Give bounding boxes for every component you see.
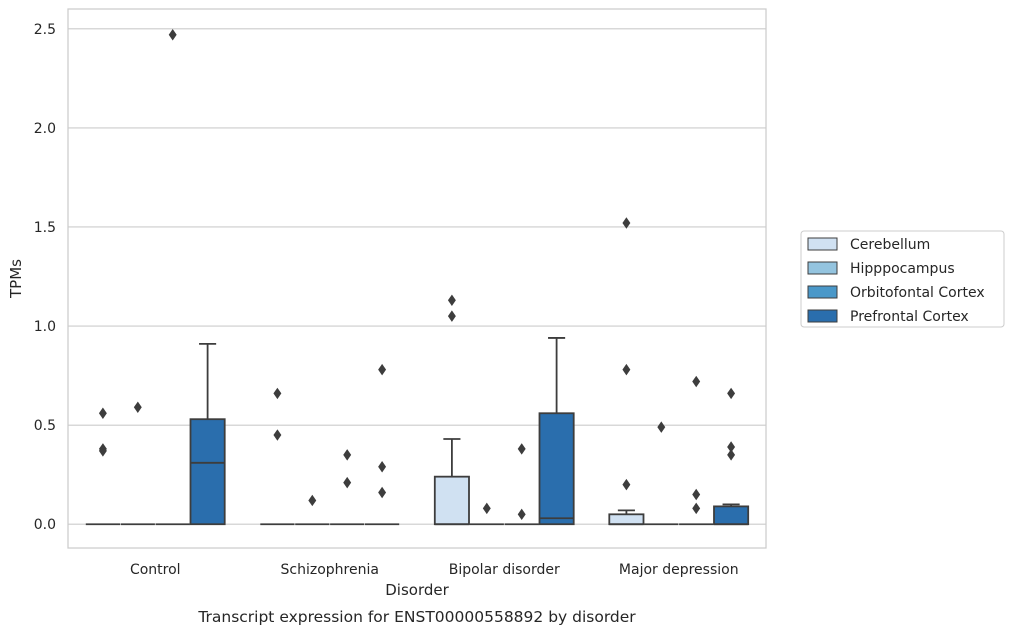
outlier-point — [622, 478, 631, 491]
box-group — [504, 443, 539, 526]
legend-label: Hipppocampus — [850, 261, 955, 277]
legend-frame — [800, 230, 1005, 328]
outlier-point — [133, 401, 142, 414]
outlier-point — [343, 476, 352, 489]
box-group — [364, 363, 400, 526]
outlier-point — [168, 29, 177, 41]
outlier-point — [622, 217, 631, 229]
plot-frame — [67, 8, 767, 549]
outlier-point — [692, 488, 701, 501]
legend-item: Prefrontal Cortex — [807, 309, 969, 325]
outlier-point — [727, 449, 736, 461]
x-tick-label: Control — [130, 562, 181, 578]
x-tick-label: Bipolar disorder — [449, 562, 560, 578]
box-group — [433, 294, 470, 526]
x-tick-label: Major depression — [619, 562, 739, 578]
box-group — [538, 337, 575, 526]
box — [189, 418, 226, 526]
legend-swatch — [807, 285, 838, 299]
box-group — [644, 421, 679, 526]
box-group — [85, 407, 121, 526]
y-tick-label: 1.0 — [34, 319, 56, 335]
outlier-point — [727, 387, 736, 400]
chart-caption: Transcript expression for ENST0000055889… — [197, 608, 636, 626]
outlier-point — [378, 363, 387, 376]
box-group — [330, 449, 365, 526]
legend-label: Prefrontal Cortex — [850, 309, 969, 325]
box-group — [189, 342, 226, 526]
legend-label: Orbitofontal Cortex — [850, 285, 985, 301]
box — [608, 513, 645, 526]
outlier-point — [482, 502, 491, 515]
outlier-point — [98, 407, 107, 419]
outlier-point — [622, 363, 631, 376]
y-tick-label: 2.5 — [34, 22, 56, 38]
x-axis-label: Disorder — [385, 581, 449, 599]
y-tick-label: 2.0 — [34, 121, 56, 137]
outlier-point — [517, 508, 526, 521]
box-group — [713, 387, 750, 526]
outlier-point — [98, 445, 107, 457]
outlier-point — [308, 494, 317, 507]
legend-item: Hipppocampus — [807, 261, 955, 277]
legend-swatch — [807, 261, 838, 275]
outlier-point — [657, 421, 666, 433]
outlier-point — [692, 375, 701, 388]
box — [538, 412, 575, 526]
box-group — [295, 494, 330, 526]
outlier-point — [447, 310, 456, 322]
box-group — [679, 375, 714, 526]
outlier-point — [273, 429, 282, 441]
outlier-point — [378, 461, 387, 473]
legend-label: Cerebellum — [850, 237, 930, 253]
box — [433, 475, 470, 526]
outlier-point — [273, 387, 282, 400]
box-group — [608, 217, 645, 526]
y-tick-label: 0.0 — [34, 517, 56, 533]
outlier-point — [378, 486, 387, 499]
outlier-point — [343, 449, 352, 461]
legend-item: Orbitofontal Cortex — [807, 285, 985, 301]
legend-swatch — [807, 309, 838, 323]
box-group — [155, 29, 190, 526]
box-group — [120, 401, 155, 526]
y-tick-label: 1.5 — [34, 220, 56, 236]
box-group — [469, 502, 504, 526]
outlier-point — [517, 443, 526, 455]
box-group — [260, 387, 295, 526]
legend: Cerebellum Hipppocampus Orbitofontal Corte… — [800, 230, 1005, 328]
box — [713, 505, 750, 526]
x-tick-label: Schizophrenia — [281, 562, 379, 578]
outlier-point — [447, 294, 456, 307]
y-axis-label: TPMs — [7, 259, 25, 299]
legend-swatch — [807, 237, 838, 251]
outlier-point — [692, 502, 701, 515]
y-tick-label: 0.5 — [34, 418, 56, 434]
legend-item: Cerebellum — [807, 237, 930, 253]
